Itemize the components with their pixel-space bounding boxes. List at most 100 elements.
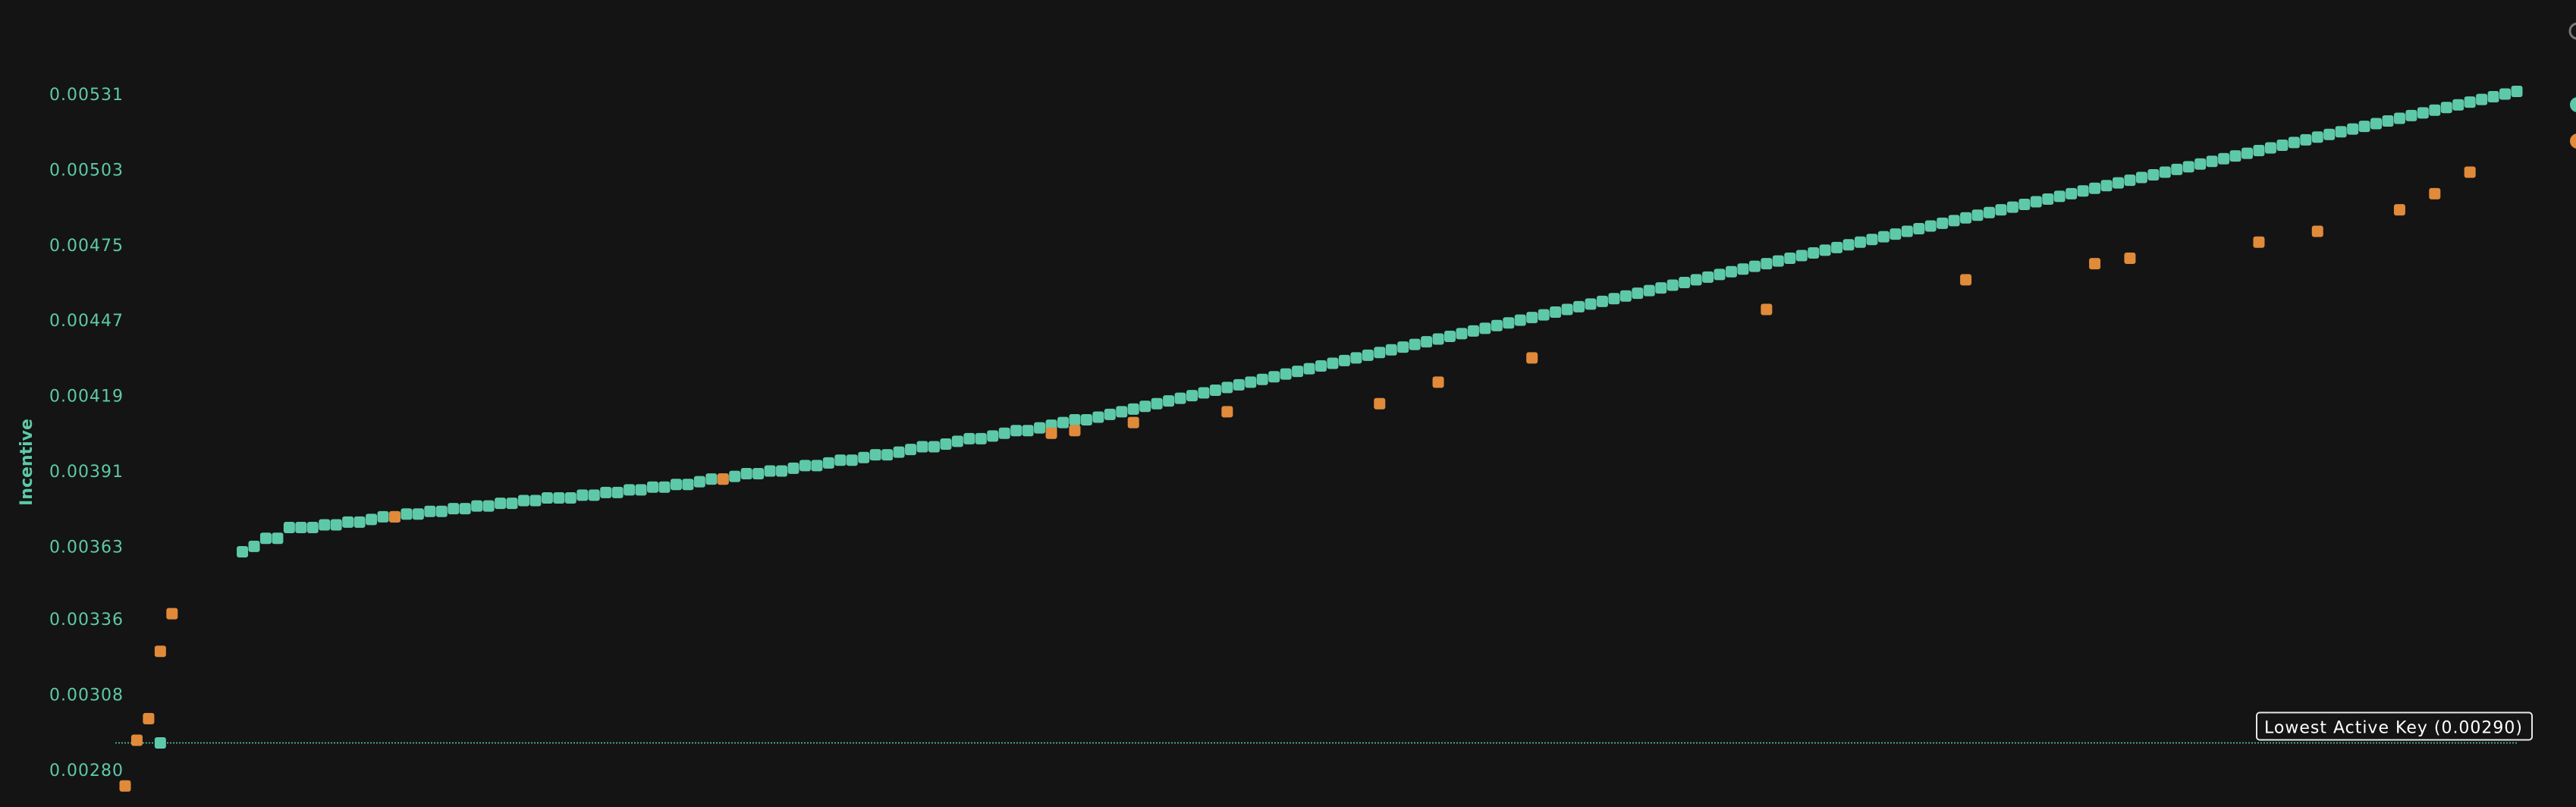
data-point-series-a bbox=[366, 513, 378, 526]
data-point-series-a bbox=[2113, 177, 2124, 189]
data-point-series-b bbox=[2124, 253, 2136, 265]
data-point-series-a bbox=[1667, 279, 1679, 291]
data-point-series-a bbox=[2511, 85, 2523, 97]
data-point-series-a bbox=[506, 498, 518, 510]
data-point-series-a bbox=[2452, 99, 2464, 111]
data-point-series-a bbox=[1092, 411, 1104, 423]
data-point-series-a bbox=[2417, 107, 2429, 119]
data-point-series-a bbox=[1643, 284, 1655, 297]
data-point-series-a bbox=[237, 545, 249, 557]
data-point-series-a bbox=[611, 486, 624, 498]
scatter-points bbox=[119, 85, 2523, 792]
data-point-series-a bbox=[1245, 376, 1257, 388]
data-point-series-b bbox=[388, 510, 401, 523]
data-point-series-a bbox=[1456, 328, 1468, 340]
data-point-series-a bbox=[2393, 112, 2405, 124]
data-point-series-a bbox=[1772, 255, 1784, 267]
y-tick-label: 0.00391 bbox=[49, 463, 124, 482]
y-tick-label: 0.00419 bbox=[49, 388, 124, 407]
data-point-series-a bbox=[353, 516, 366, 528]
data-point-series-a bbox=[495, 498, 507, 510]
data-point-series-a bbox=[272, 532, 284, 545]
data-point-series-a bbox=[1010, 425, 1023, 437]
data-point-series-a bbox=[2018, 199, 2031, 211]
data-point-series-a bbox=[2370, 118, 2383, 130]
data-point-series-a bbox=[1995, 204, 2007, 216]
data-point-series-a bbox=[1960, 212, 1972, 224]
data-point-series-a bbox=[1690, 274, 1702, 286]
data-point-series-a bbox=[1619, 290, 1632, 302]
data-point-series-a bbox=[1573, 300, 1585, 312]
data-point-series-a bbox=[1479, 322, 1491, 334]
legend-marker-series-a bbox=[2570, 97, 2576, 112]
reference-label-box bbox=[2256, 711, 2534, 741]
data-point-series-a bbox=[2311, 131, 2323, 143]
data-point-series-a bbox=[1748, 260, 1761, 272]
reference-label-text: Lowest Active Key (0.00290) bbox=[2264, 719, 2523, 738]
data-point-series-a bbox=[1526, 312, 1538, 324]
data-point-series-a bbox=[1268, 371, 1280, 383]
data-point-series-a bbox=[1655, 282, 1667, 294]
y-tick-label: 0.00280 bbox=[49, 761, 124, 780]
data-point-series-a bbox=[2066, 187, 2078, 199]
data-point-series-a bbox=[2300, 133, 2312, 146]
data-point-series-a bbox=[1971, 209, 1984, 221]
data-point-series-a bbox=[1491, 319, 1503, 331]
data-point-series-b bbox=[143, 713, 155, 725]
data-point-series-a bbox=[1948, 215, 1960, 227]
data-point-series-a bbox=[248, 540, 260, 552]
data-point-series-a bbox=[1761, 258, 1773, 270]
data-point-series-b bbox=[1127, 416, 1139, 429]
data-point-series-a bbox=[564, 491, 576, 504]
data-point-series-a bbox=[1808, 246, 1820, 259]
data-point-series-b bbox=[130, 734, 143, 746]
data-point-series-a bbox=[1854, 236, 1866, 248]
data-point-series-a bbox=[1080, 414, 1092, 426]
data-point-series-a bbox=[2241, 147, 2254, 159]
data-point-series-a bbox=[1163, 395, 1175, 407]
data-point-series-a bbox=[1538, 309, 1550, 321]
data-point-series-a bbox=[693, 476, 705, 488]
data-point-series-a bbox=[635, 484, 647, 496]
data-point-series-a bbox=[975, 432, 987, 444]
data-point-series-a bbox=[553, 491, 565, 504]
y-tick-label: 0.00503 bbox=[49, 161, 124, 180]
reference-label: Lowest Active Key (0.00290) bbox=[2256, 711, 2534, 741]
data-point-series-a bbox=[799, 460, 811, 472]
legend-marker-extra bbox=[2568, 22, 2576, 40]
data-point-series-a bbox=[1725, 265, 1737, 278]
data-point-series-a bbox=[1913, 222, 1925, 234]
data-point-series-a bbox=[588, 489, 600, 501]
data-point-series-a bbox=[2276, 139, 2289, 151]
data-point-series-a bbox=[1057, 416, 1069, 429]
data-point-series-a bbox=[705, 473, 718, 485]
data-point-series-a bbox=[1409, 338, 1421, 350]
data-point-series-a bbox=[306, 522, 319, 534]
data-point-series-a bbox=[2487, 91, 2499, 103]
data-point-series-a bbox=[776, 465, 788, 477]
data-point-series-a bbox=[435, 505, 448, 517]
data-point-series-a bbox=[1877, 231, 1890, 243]
data-point-series-a bbox=[412, 508, 424, 520]
data-point-series-a bbox=[1866, 234, 1878, 246]
data-point-series-a bbox=[1561, 303, 1573, 316]
data-point-series-a bbox=[1550, 306, 1562, 319]
data-point-series-a bbox=[2182, 161, 2194, 173]
data-point-series-a bbox=[1983, 206, 1995, 218]
data-point-series-b bbox=[2429, 187, 2441, 199]
data-point-series-b bbox=[2311, 225, 2323, 237]
data-point-series-b bbox=[1069, 425, 1081, 437]
data-point-series-a bbox=[2253, 145, 2265, 157]
data-point-series-a bbox=[1514, 314, 1526, 326]
data-point-series-a bbox=[1901, 225, 1913, 237]
data-point-series-a bbox=[283, 522, 295, 534]
data-point-series-a bbox=[858, 451, 870, 463]
data-point-series-a bbox=[1737, 263, 1749, 275]
data-point-series-a bbox=[1350, 352, 1362, 364]
data-point-series-a bbox=[424, 505, 436, 517]
y-tick-label: 0.00475 bbox=[49, 237, 124, 256]
data-point-series-a bbox=[1034, 422, 1046, 434]
data-point-series-a bbox=[1608, 293, 1620, 305]
data-point-series-a bbox=[518, 495, 529, 507]
